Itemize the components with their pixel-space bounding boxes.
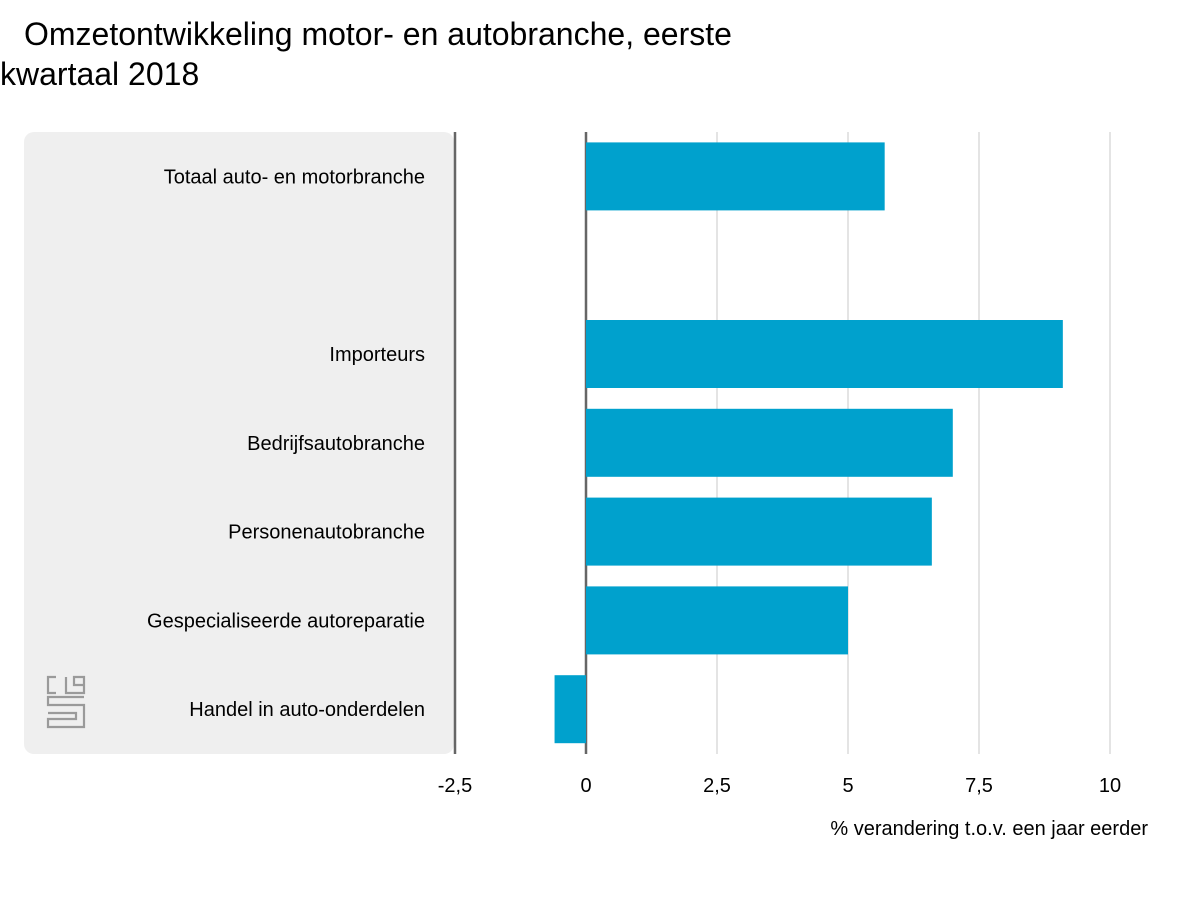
- bars: [554, 142, 1063, 744]
- category-label: Bedrijfsautobranche: [247, 433, 425, 455]
- x-tick-label: 2,5: [703, 775, 731, 797]
- x-tick-label: -2,5: [438, 775, 472, 797]
- bar: [586, 408, 953, 477]
- chart-title-line-2: kwartaal 2018: [0, 56, 200, 92]
- category-label: Gespecialiseerde autoreparatie: [147, 610, 425, 632]
- bar: [586, 586, 848, 655]
- category-label: Personenautobranche: [228, 522, 425, 544]
- x-tick-label: 0: [580, 775, 591, 797]
- x-tick-label: 5: [842, 775, 853, 797]
- category-label: Totaal auto- en motorbranche: [164, 166, 425, 188]
- chart-title-line-1: Omzetontwikkeling motor- en autobranche,…: [24, 16, 732, 52]
- tick-labels: -2,5 0 2,5 5 7,5 10: [438, 775, 1121, 797]
- cbs-logo-icon: [46, 675, 86, 729]
- x-axis-title: % verandering t.o.v. een jaar eerder: [830, 818, 1148, 840]
- category-label: Handel in auto-onderdelen: [189, 699, 425, 721]
- bar: [586, 320, 1063, 388]
- x-tick-label: 7,5: [965, 775, 993, 797]
- bar: [586, 497, 932, 566]
- bar: [586, 142, 885, 211]
- chart-title: Omzetontwikkeling motor- en autobranche,…: [0, 14, 820, 94]
- bar: [554, 675, 586, 744]
- category-label: Importeurs: [329, 344, 425, 366]
- x-tick-label: 10: [1099, 775, 1121, 797]
- category-label-panel: [24, 132, 454, 754]
- category-labels: Totaal auto- en motorbranche Importeurs Be…: [147, 166, 425, 721]
